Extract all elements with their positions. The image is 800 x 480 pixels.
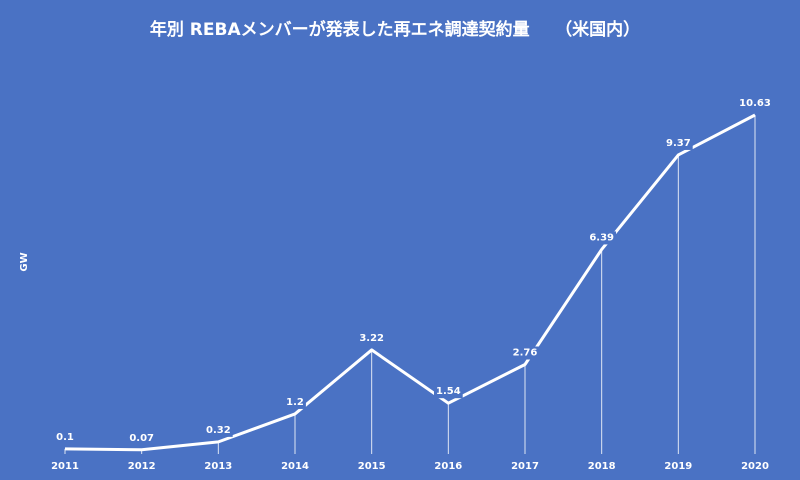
x-tick-label: 2012 [128,461,156,472]
label-bg [510,346,540,360]
label-bg [357,331,387,345]
x-tick-label: 2014 [281,461,309,472]
label-bg [737,97,773,110]
data-label: 3.22 [359,333,384,344]
label-bg [127,431,157,445]
x-tick-label: 2015 [358,461,386,472]
label-bg [54,430,76,444]
label-bg [284,395,306,409]
data-label: 0.1 [56,432,74,443]
data-label: 9.37 [666,138,691,149]
data-label: 10.63 [739,98,771,109]
label-bg [587,231,617,245]
label-bg [203,423,233,437]
x-tick-label: 2017 [511,461,539,472]
x-tick-label: 2016 [434,461,462,472]
data-label: 1.54 [436,386,461,397]
label-bg [433,385,463,399]
x-tick-label: 2018 [588,461,616,472]
data-label: 1.2 [286,397,304,408]
chart-title: 年別 REBAメンバーが発表した再エネ調達契約量 （米国内） [150,19,640,40]
line [64,113,756,452]
x-tick-label: 2013 [204,461,232,472]
label-bg [663,136,693,150]
data-label: 6.39 [589,232,614,243]
x-tick-label: 2019 [664,461,692,472]
data-label: 0.07 [129,433,154,444]
data-label: 0.32 [206,425,231,436]
y-axis-label: GW [19,252,30,271]
x-tick-label: 2011 [51,461,79,472]
data-label: 2.76 [513,348,538,359]
x-tick-label: 2020 [741,461,769,472]
